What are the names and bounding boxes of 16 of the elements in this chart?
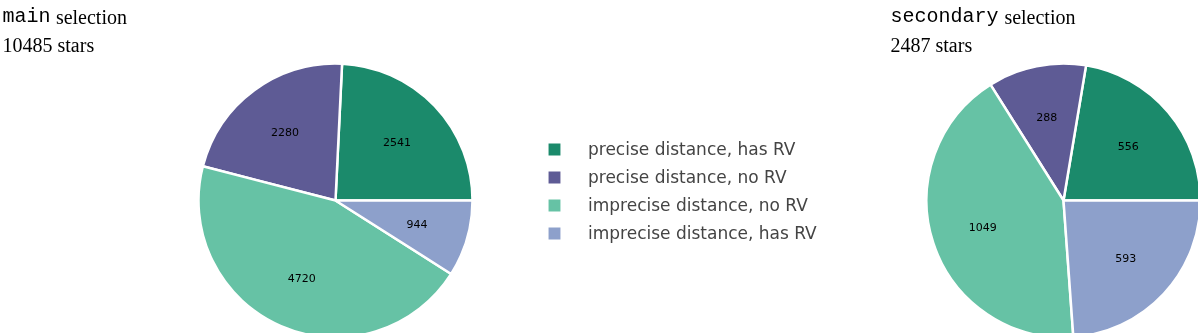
data-label: 944 <box>406 218 428 232</box>
chart-subtitle: 2487 stars <box>890 33 973 56</box>
chart-subtitle: 10485 stars <box>2 33 95 56</box>
legend-label: imprecise distance, no RV <box>588 195 808 215</box>
data-label: 1049 <box>968 220 997 234</box>
chart-title: secondary selection <box>890 5 1076 28</box>
data-label: 556 <box>1117 139 1139 153</box>
chart-title: main selection <box>2 5 127 28</box>
legend-label: imprecise distance, has RV <box>588 223 817 243</box>
legend-label: precise distance, no RV <box>588 167 787 187</box>
data-label: 288 <box>1036 111 1058 125</box>
data-label: 2280 <box>271 126 300 140</box>
data-label: 4720 <box>287 272 316 286</box>
data-label: 593 <box>1115 252 1137 266</box>
data-label: 2541 <box>382 135 411 149</box>
legend-label: precise distance, has RV <box>588 139 796 159</box>
